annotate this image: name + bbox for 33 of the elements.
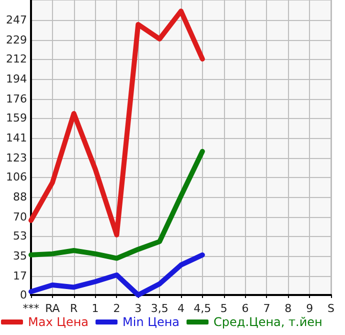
x-tick-label: 4,5 bbox=[194, 302, 212, 315]
legend-label: Max Цена bbox=[28, 315, 89, 329]
y-tick-label: 247 bbox=[6, 14, 27, 27]
y-tick-label: 212 bbox=[6, 52, 27, 66]
x-tick-label: 6 bbox=[242, 302, 249, 315]
x-tick-label: R bbox=[70, 302, 78, 315]
x-tick-label: 7 bbox=[263, 302, 270, 315]
x-tick-label: 1 bbox=[92, 302, 99, 315]
x-tick-label: 2 bbox=[113, 302, 120, 315]
y-tick-label: 70 bbox=[13, 210, 27, 224]
y-tick-label: 88 bbox=[13, 190, 27, 204]
x-tick-label: 5 bbox=[220, 302, 228, 315]
x-tick-label: 3 bbox=[134, 302, 142, 315]
x-tick-label: *** bbox=[22, 302, 40, 315]
y-tick-label: 0 bbox=[20, 288, 27, 302]
y-tick-label: 229 bbox=[6, 34, 27, 47]
y-tick-label: 123 bbox=[6, 152, 27, 165]
y-tick-label: 17 bbox=[13, 270, 27, 283]
y-tick-label: 194 bbox=[6, 72, 27, 86]
y-tick-label: 141 bbox=[6, 132, 27, 145]
y-tick-label: 176 bbox=[6, 92, 27, 106]
x-tick-label: S bbox=[328, 302, 335, 315]
y-tick-label: 53 bbox=[13, 230, 27, 242]
legend-label: Сред.Цена, т.йен bbox=[214, 315, 322, 329]
legend-label: Min Цена bbox=[122, 315, 180, 329]
y-tick-label: 159 bbox=[6, 112, 27, 124]
y-tick-label: 106 bbox=[6, 170, 27, 184]
y-tick-label: 35 bbox=[13, 250, 27, 263]
x-tick-label: 8 bbox=[284, 302, 292, 315]
x-tick-label: RA bbox=[45, 302, 60, 315]
x-tick-label: 4 bbox=[178, 302, 184, 315]
x-tick-label: 9 bbox=[306, 302, 314, 315]
x-tick-label: 3,5 bbox=[150, 302, 168, 315]
